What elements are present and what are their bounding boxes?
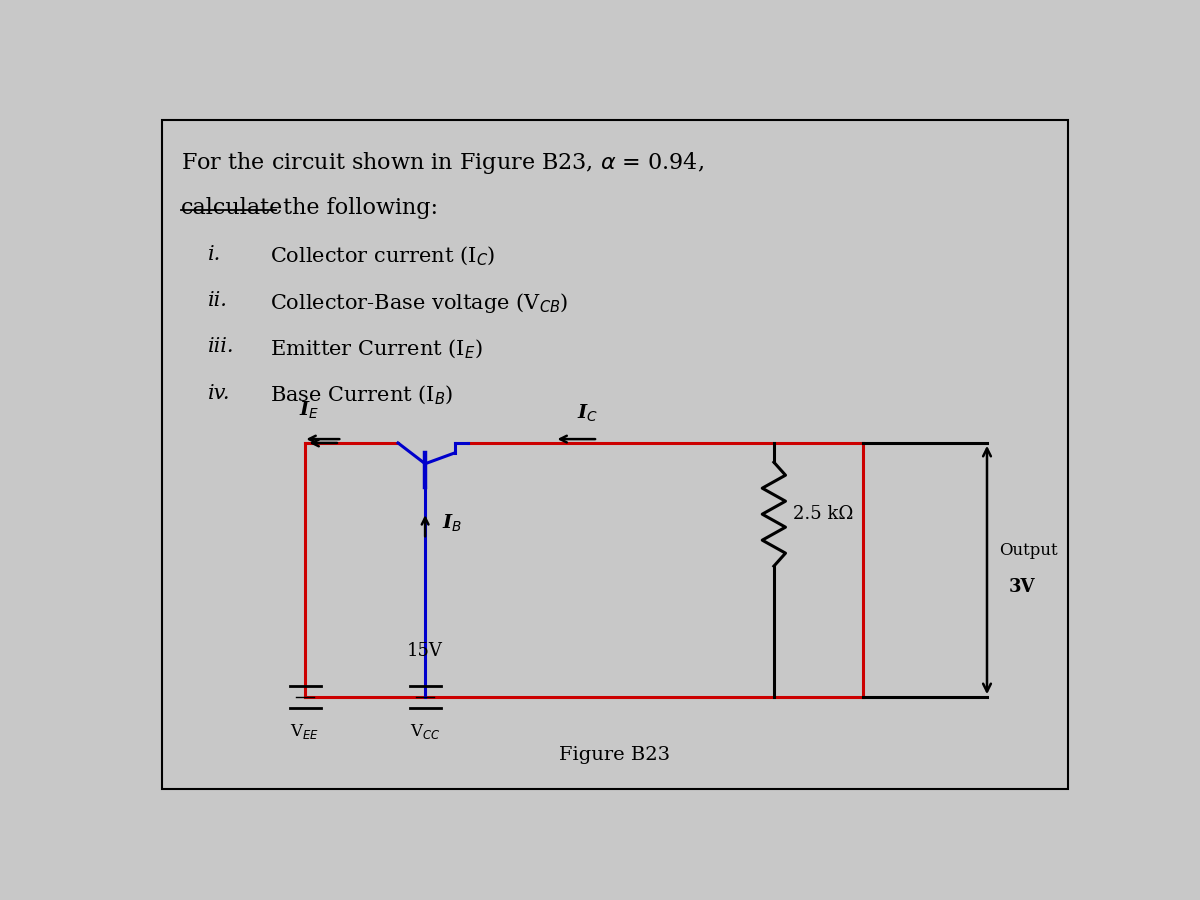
- Text: iv.: iv.: [208, 383, 230, 402]
- Text: 3V: 3V: [1009, 578, 1036, 596]
- Text: i.: i.: [208, 245, 221, 264]
- Text: iii.: iii.: [208, 338, 235, 356]
- Text: ii.: ii.: [208, 292, 228, 310]
- Text: Base Current (I$_B$): Base Current (I$_B$): [270, 383, 454, 407]
- FancyBboxPatch shape: [162, 120, 1068, 789]
- Text: V$_{CC}$: V$_{CC}$: [410, 722, 440, 741]
- Text: the following:: the following:: [276, 196, 438, 219]
- Text: 15V: 15V: [407, 642, 443, 660]
- Text: Collector-Base voltage (V$_{CB}$): Collector-Base voltage (V$_{CB}$): [270, 292, 569, 315]
- Text: Output: Output: [998, 542, 1057, 559]
- Text: Emitter Current (I$_E$): Emitter Current (I$_E$): [270, 338, 482, 361]
- Text: V$_{EE}$: V$_{EE}$: [290, 722, 319, 741]
- Text: calculate: calculate: [181, 196, 283, 219]
- Text: I$_C$: I$_C$: [577, 402, 599, 424]
- Text: 2.5 kΩ: 2.5 kΩ: [793, 505, 853, 523]
- Text: Collector current (I$_C$): Collector current (I$_C$): [270, 245, 496, 268]
- Text: I$_E$: I$_E$: [299, 400, 319, 421]
- Text: I$_B$: I$_B$: [442, 513, 462, 535]
- Text: Figure B23: Figure B23: [559, 746, 671, 764]
- Text: For the circuit shown in Figure B23, $\alpha$ = 0.94,: For the circuit shown in Figure B23, $\a…: [181, 150, 704, 176]
